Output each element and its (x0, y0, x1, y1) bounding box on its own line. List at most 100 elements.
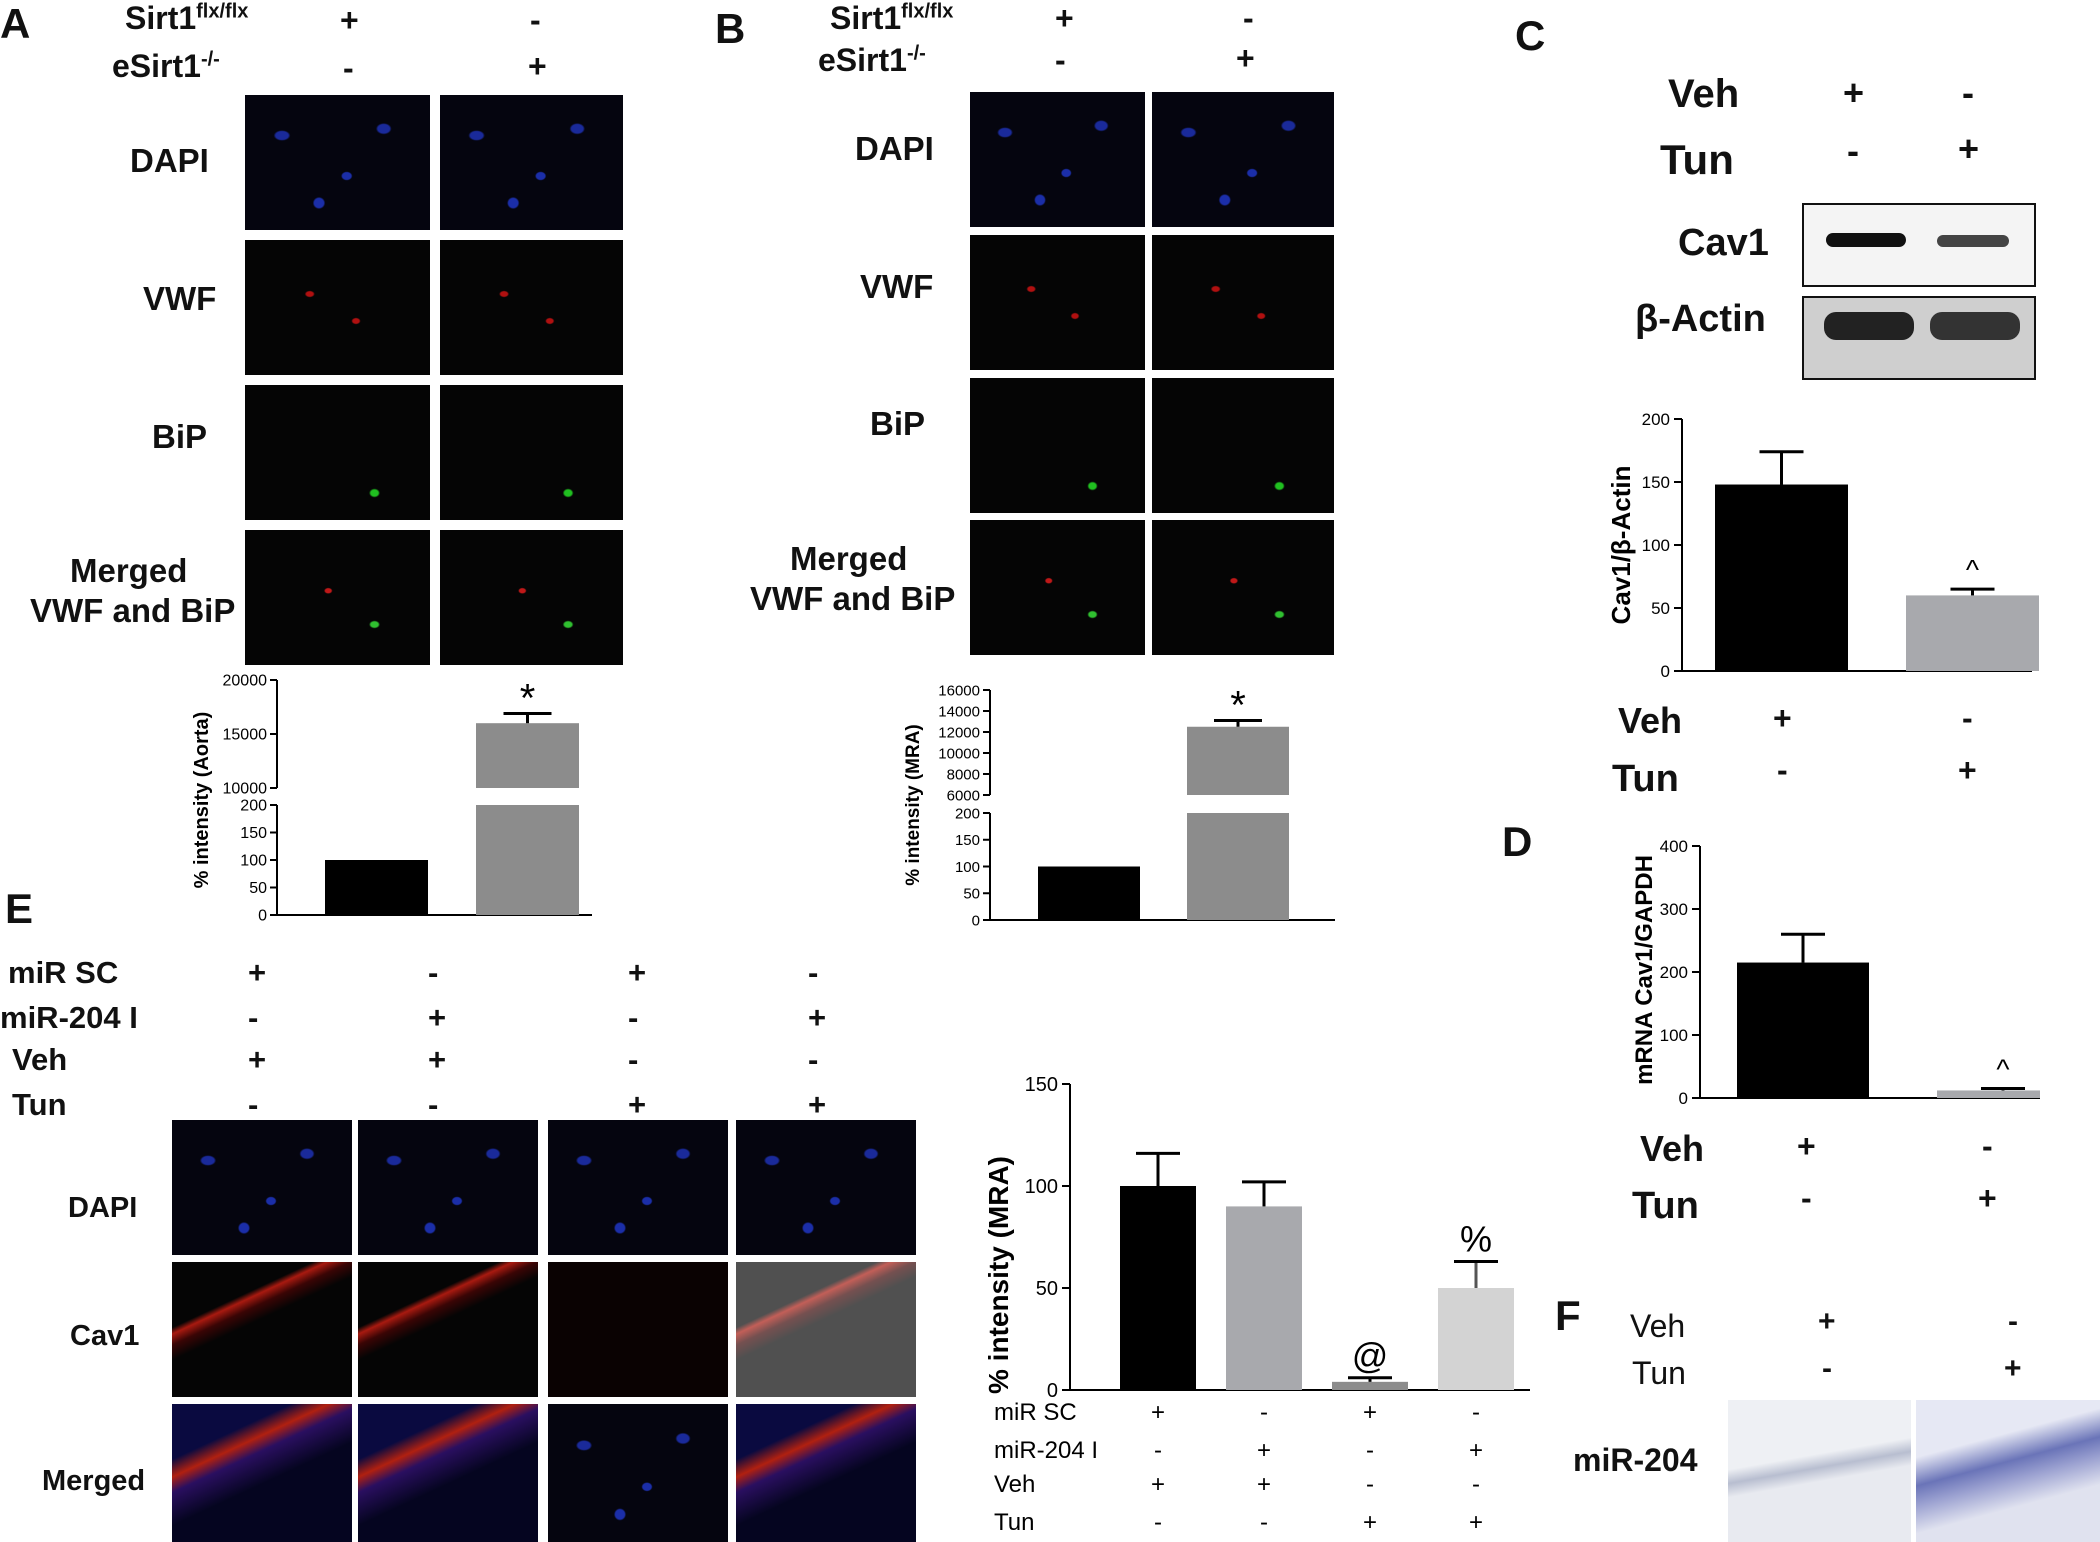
b-row-bip: BiP (870, 405, 926, 442)
c-veh-label: Veh (1668, 72, 1740, 116)
y-tick-label: 150 (1642, 473, 1670, 492)
a-row-dapi: DAPI (130, 142, 209, 179)
f-veh-label: Veh (1630, 1308, 1686, 1344)
micrograph (440, 240, 623, 375)
c-blot-cav1-label: Cav1 (1678, 222, 1769, 264)
e-condition-value: - (428, 1087, 439, 1122)
y-tick-label: 20000 (223, 673, 268, 690)
y-tick-label: 200 (1642, 410, 1670, 429)
bar (1737, 962, 1869, 1098)
b-row-merged: Merged (790, 540, 908, 577)
micrograph (358, 1120, 538, 1255)
e-row-dapi: DAPI (68, 1192, 138, 1224)
e-condition-value: + (248, 955, 267, 990)
y-tick-label: 0 (1679, 1089, 1688, 1108)
y-tick-label: 0 (1661, 662, 1670, 681)
bar (325, 860, 428, 915)
y-tick-label: 100 (955, 859, 980, 876)
panel-b-label: B (715, 5, 746, 52)
y-tick-label: 200 (240, 798, 267, 815)
y-tick-label: 10000 (223, 781, 268, 798)
micrograph (1152, 378, 1334, 513)
y-tick-label: 16000 (938, 682, 980, 699)
b-row-dapi: DAPI (855, 130, 934, 167)
e-condition-value: + (248, 1042, 267, 1077)
y-tick-label: 10000 (938, 745, 980, 762)
d-tun-val: - (1801, 1180, 1812, 1216)
b-cond-esirt1: eSirt1-/- (818, 42, 926, 78)
x-condition-label: miR-204 I (994, 1437, 1098, 1464)
a-row-vwf: VWF (143, 280, 217, 317)
e-condition-value: + (428, 1000, 447, 1035)
chart-e: % intensity (MRA) 150 100 50 0 @% miR SC + - + - m… (983, 1074, 1530, 1536)
e-condition-value: - (248, 1000, 259, 1035)
e-condition-value: - (428, 955, 439, 990)
y-tick-label: 100 (1025, 1176, 1058, 1198)
micrograph (245, 95, 430, 230)
d-tun-val: + (1978, 1180, 1997, 1216)
bar (1226, 1206, 1302, 1390)
y-tick-label: 100 (1642, 536, 1670, 555)
c-veh-label2: Veh (1618, 700, 1683, 741)
c-blot-actin-label: β-Actin (1635, 298, 1766, 340)
c-tun-label2: Tun (1612, 758, 1679, 800)
y-tick-label: 14000 (938, 703, 980, 720)
y-tick-label: 0 (972, 912, 980, 929)
bar-upper (476, 723, 579, 788)
b-row-vwf: VWF (860, 268, 934, 305)
micrograph (736, 1262, 916, 1397)
a-row-merged: Merged (70, 552, 188, 589)
f-veh-val: + (1818, 1305, 1836, 1338)
a-cond-val: + (528, 48, 547, 84)
a-cond-esirt1: eSirt1-/- (112, 48, 220, 84)
panel-d-label: D (1502, 818, 1533, 865)
bar (1120, 1186, 1196, 1390)
f-veh-val: - (2008, 1305, 2018, 1338)
bar-upper (1187, 726, 1289, 795)
d-veh-val: - (1982, 1128, 1993, 1164)
x-condition-label: Tun (994, 1509, 1034, 1536)
x-condition-value: - (1260, 1509, 1268, 1536)
micrograph (970, 520, 1145, 655)
micrograph (970, 235, 1145, 370)
y-tick-label: 50 (963, 886, 980, 903)
micrograph (358, 1404, 538, 1542)
y-tick-label: 50 (249, 880, 267, 897)
f-tun-val: - (1822, 1352, 1832, 1385)
x-condition-value: - (1472, 1471, 1480, 1498)
b-cond-val: + (1236, 40, 1255, 76)
micrograph (245, 240, 430, 375)
micrograph (172, 1404, 352, 1542)
y-tick-label: 150 (955, 832, 980, 849)
b-row-merged2: VWF and BiP (750, 580, 956, 617)
panel-e-label: E (5, 885, 34, 932)
a-row-merged2: VWF and BiP (30, 592, 236, 629)
micrograph (1152, 235, 1334, 370)
e-condition-value: - (808, 1042, 819, 1077)
e-cond-mirsc: miR SC (8, 955, 119, 990)
d-veh-val: + (1797, 1128, 1816, 1164)
a-cond-val: - (343, 50, 354, 86)
micrograph (548, 1262, 728, 1397)
b-cond-sirt1: Sirt1flx/flx (830, 0, 954, 36)
c-veh-val2: + (1773, 700, 1792, 736)
e-condition-value: + (628, 955, 647, 990)
significance-marker: @ (1352, 1335, 1389, 1376)
significance-marker: % (1460, 1218, 1492, 1259)
e-row-merged: Merged (42, 1465, 146, 1497)
bar (1906, 595, 2039, 671)
b-cond-val: - (1243, 0, 1254, 36)
y-tick-label: 200 (955, 805, 980, 822)
micrograph (548, 1404, 728, 1542)
x-condition-value: - (1260, 1399, 1268, 1426)
x-condition-value: - (1154, 1437, 1162, 1464)
bar (1438, 1288, 1514, 1390)
panel-c-label: C (1515, 12, 1546, 59)
micrograph (172, 1120, 352, 1255)
micrograph (440, 385, 623, 520)
x-condition-value: - (1366, 1471, 1374, 1498)
c-tun-val2: - (1777, 752, 1788, 788)
e-condition-value: + (628, 1087, 647, 1122)
significance-marker: * (520, 676, 536, 720)
